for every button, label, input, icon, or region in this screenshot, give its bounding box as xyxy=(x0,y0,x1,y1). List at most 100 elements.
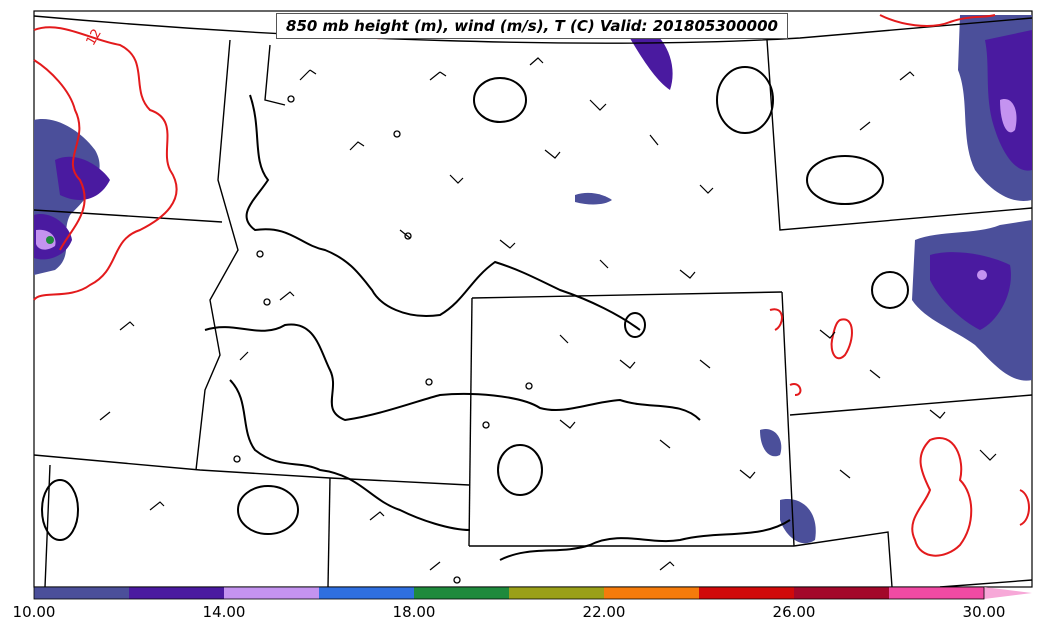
colorbar-tick-5: 30.00 xyxy=(962,603,1006,621)
border-mt-wy xyxy=(264,44,286,106)
colorbar-cell xyxy=(604,587,699,599)
height-closed-low-2 xyxy=(716,66,774,134)
border-nd-sd xyxy=(766,39,1033,231)
height-closed-low-7 xyxy=(41,479,79,541)
temp-contour-ne-loop xyxy=(830,318,853,360)
height-closed-low-1 xyxy=(473,77,527,123)
height-closed-low-4 xyxy=(871,271,909,309)
calm-marker xyxy=(393,130,401,138)
temp-contour-sd xyxy=(769,308,802,396)
wind-barb xyxy=(869,369,881,379)
wind-shade-central xyxy=(575,192,612,205)
colorbar-cell xyxy=(224,587,319,599)
colorbar-outline xyxy=(33,586,985,600)
wind-barb xyxy=(839,469,851,479)
wind-speed-shading xyxy=(34,15,1032,544)
wind-barb xyxy=(649,134,659,146)
colorbar-cell xyxy=(414,587,509,599)
wind-barb xyxy=(119,321,135,331)
wind-barb xyxy=(499,239,516,249)
border-north xyxy=(33,15,1033,44)
wind-shade-nw xyxy=(55,156,110,200)
wind-barb xyxy=(559,419,576,429)
wind-barbs xyxy=(99,57,997,571)
wind-barb xyxy=(739,469,756,479)
wind-barb xyxy=(929,409,946,419)
colorbar-cell xyxy=(699,587,794,599)
wind-barb xyxy=(619,359,636,369)
wind-barb xyxy=(599,259,609,269)
height-contour-main xyxy=(245,94,641,331)
height-closed-low-8 xyxy=(624,312,646,338)
colorbar-cell xyxy=(34,587,129,599)
wind-shade-west-peak xyxy=(36,229,56,250)
calm-markers xyxy=(233,95,533,584)
temp-contour-se xyxy=(911,437,973,557)
wind-barb xyxy=(699,184,714,194)
wind-barb xyxy=(819,329,836,339)
height-contour-ut xyxy=(229,379,471,531)
wind-barb xyxy=(149,501,165,511)
colorbar xyxy=(33,586,1032,600)
colorbar-tick-0: 10.00 xyxy=(12,603,56,621)
colorbar-cell xyxy=(319,587,414,599)
height-contour-south xyxy=(499,519,791,561)
colorbar-cell xyxy=(794,587,889,599)
colorbar-tick-2: 18.00 xyxy=(392,603,436,621)
wind-barb xyxy=(979,449,997,461)
colorbar-tick-4: 26.00 xyxy=(772,603,816,621)
wind-barb xyxy=(299,69,317,81)
wind-barb xyxy=(559,334,569,344)
border-wa-or xyxy=(33,209,223,223)
wind-barb xyxy=(899,71,915,81)
wind-barb xyxy=(279,291,295,301)
wind-shade-west-dot xyxy=(46,236,54,244)
temp-contour-east xyxy=(1019,489,1030,526)
wind-barb xyxy=(529,57,544,66)
border-wy-north xyxy=(471,291,783,299)
border-ne xyxy=(789,394,1033,416)
wind-barb xyxy=(429,71,447,81)
border-id-mt-west xyxy=(195,39,239,471)
colorbar-cells xyxy=(33,586,1032,600)
border-ut-co xyxy=(327,477,331,588)
wind-barb xyxy=(699,359,711,369)
wind-shade-east-peak xyxy=(1000,99,1017,133)
border-ks xyxy=(793,531,893,588)
wind-shade-east-mid-peak xyxy=(977,270,987,280)
colorbar-cell xyxy=(129,587,224,599)
temp-contour-north-2 xyxy=(879,14,996,27)
calm-marker xyxy=(453,576,461,584)
wind-barb xyxy=(99,411,111,421)
height-closed-low-3 xyxy=(806,155,884,205)
height-closed-low-5 xyxy=(497,444,543,496)
wind-barb xyxy=(544,149,561,159)
wind-barb xyxy=(659,561,675,571)
height-contour-wy xyxy=(204,323,701,422)
calm-marker xyxy=(263,298,271,306)
wind-barb xyxy=(659,439,671,449)
calm-marker xyxy=(233,455,241,463)
wind-shade-south-east xyxy=(780,499,816,544)
colorbar-tick-3: 22.00 xyxy=(582,603,626,621)
map-frame xyxy=(33,10,1033,588)
border-nv-ut xyxy=(33,454,470,486)
wind-shade-colorado xyxy=(760,429,782,457)
height-closed-low-6 xyxy=(237,485,299,535)
border-wy-east xyxy=(781,291,795,547)
wind-barb xyxy=(429,561,441,571)
colorbar-extend-arrow xyxy=(984,587,1032,599)
wind-barb xyxy=(859,121,871,131)
height-contours xyxy=(41,66,909,561)
state-borders xyxy=(33,15,1033,588)
wind-barb xyxy=(369,511,385,521)
calm-marker xyxy=(482,421,490,429)
colorbar-cell xyxy=(509,587,604,599)
temp-contour-west-2 xyxy=(33,59,86,251)
calm-marker xyxy=(404,232,412,240)
border-south-east xyxy=(939,579,1033,588)
calm-marker xyxy=(287,95,295,103)
wind-barb xyxy=(679,269,696,279)
plot-title: 850 mb height (m), wind (m/s), T (C) Val… xyxy=(276,13,788,39)
